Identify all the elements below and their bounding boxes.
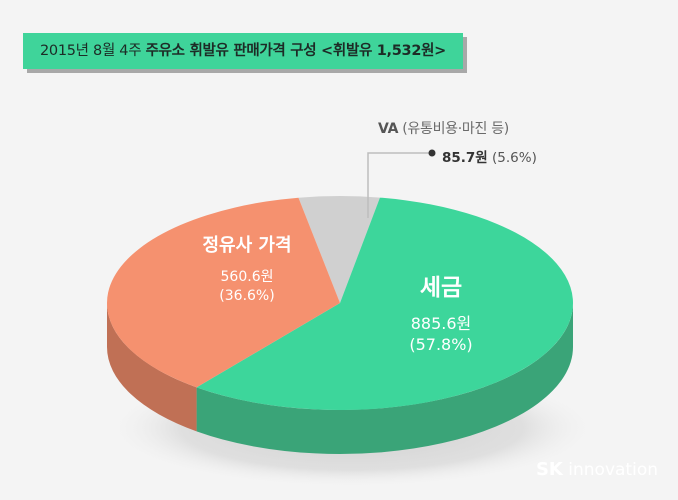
title-prefix: 2015년 8월 4주 xyxy=(39,43,142,59)
brand-logo: SK innovation xyxy=(535,459,658,480)
pie-slice-refinery xyxy=(107,197,340,388)
chart-title: 2015년 8월 4주 주유소 휘발유 판매가격 구성 <휘발유 1,532원> xyxy=(23,33,463,69)
pie-slice-tax xyxy=(196,197,574,411)
pie-side-tax xyxy=(196,303,573,454)
refinery-percent: (36.6%) xyxy=(219,288,275,304)
va-leader-dot xyxy=(428,149,436,157)
slice-value-tax: 885.6원 (57.8%) xyxy=(366,313,516,355)
slice-value-refinery: 560.6원 (36.6%) xyxy=(172,268,322,306)
tax-amount: 885.6원 xyxy=(410,314,472,333)
refinery-amount: 560.6원 xyxy=(220,269,274,285)
pie-side-refinery xyxy=(107,303,197,432)
pie-slice-va xyxy=(298,196,380,303)
slice-label-va: VA (유통비용·마진 등) xyxy=(378,121,509,137)
tax-percent: (57.8%) xyxy=(409,335,473,354)
pie-tops xyxy=(107,196,574,411)
title-main: 주유소 휘발유 판매가격 구성 <휘발유 1,532원> xyxy=(145,43,447,59)
va-leader-line xyxy=(367,152,430,218)
slice-value-va: 85.7원 (5.6%) xyxy=(442,150,537,166)
slice-label-tax: 세금 xyxy=(419,275,463,301)
pie-sides xyxy=(107,303,573,454)
slice-label-refinery: 정유사 가격 xyxy=(202,235,292,256)
va-leader xyxy=(367,149,436,218)
